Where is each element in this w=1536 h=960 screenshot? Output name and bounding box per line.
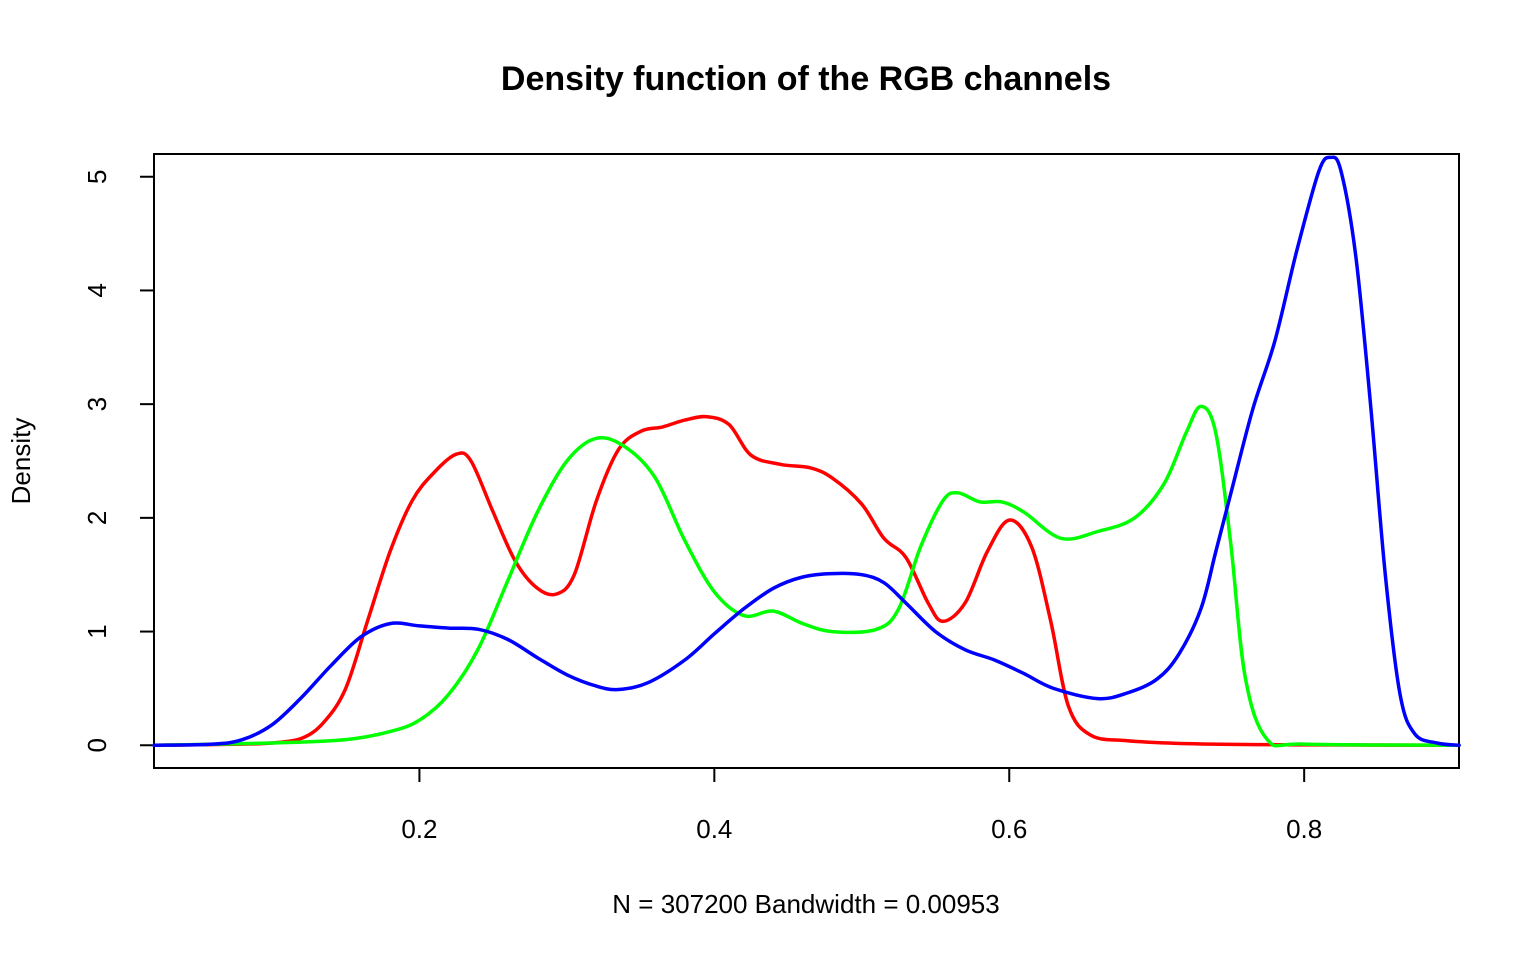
y-axis: 0 1 2 3 4 5: [82, 170, 154, 752]
y-tick-label: 2: [82, 511, 112, 525]
density-line-2: [152, 155, 1461, 748]
x-axis-label: N = 307200 Bandwidth = 0.00953: [612, 889, 999, 919]
plot-frame: [153, 153, 1460, 769]
x-tick-label: 0.6: [991, 814, 1027, 844]
x-tick-label: 0.2: [401, 814, 437, 844]
y-tick-label: 0: [82, 738, 112, 752]
y-tick-label: 4: [82, 283, 112, 297]
x-axis: 0.2 0.4 0.6 0.8: [401, 768, 1322, 844]
chart-title: Density function of the RGB channels: [501, 60, 1111, 98]
y-tick-label: 1: [82, 624, 112, 638]
y-tick-label: 3: [82, 397, 112, 411]
series-layer: [152, 155, 1461, 748]
y-axis-label: Density: [6, 418, 36, 505]
x-tick-label: 0.8: [1286, 814, 1322, 844]
y-tick-label: 5: [82, 170, 112, 184]
density-line-1: [152, 404, 1461, 748]
x-tick-label: 0.4: [696, 814, 732, 844]
density-line-0: [152, 414, 1461, 748]
